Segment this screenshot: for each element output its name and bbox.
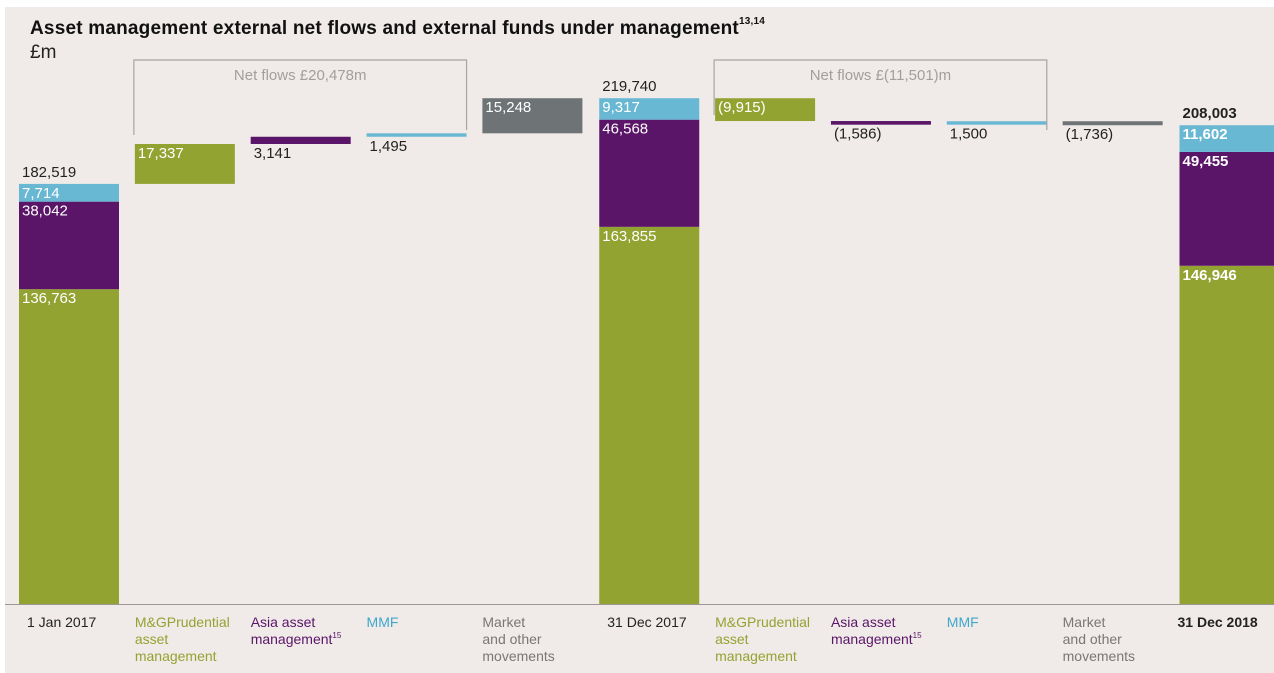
change-value-label: (9,915) xyxy=(718,99,766,116)
category-label: Market xyxy=(1063,614,1106,630)
segment-value-label: 136,763 xyxy=(22,290,76,307)
net-flows-bracket xyxy=(713,59,1048,130)
category-label: M&GPrudential xyxy=(135,614,230,630)
total-bar-segment xyxy=(1179,265,1274,604)
category-label-footnote: 15 xyxy=(332,631,341,640)
chart-title-text: Asset management external net flows and … xyxy=(30,18,739,39)
category-label: MMF xyxy=(947,614,979,630)
unit-label: £m xyxy=(30,42,57,63)
segment-value-label: 38,042 xyxy=(22,203,68,220)
segment-value-label: 146,946 xyxy=(1183,267,1237,284)
total-bar-segment xyxy=(599,119,700,227)
change-value-label: 1,495 xyxy=(370,138,408,155)
category-label: movements xyxy=(1063,648,1135,664)
change-bar xyxy=(946,121,1047,125)
total-bar-segment xyxy=(599,226,700,604)
total-bar-segment xyxy=(599,98,700,120)
change-bar xyxy=(366,133,467,137)
segment-value-label: 49,455 xyxy=(1183,153,1229,170)
category-label: 31 Dec 2018 xyxy=(1178,614,1258,630)
category-label: M&GPrudential xyxy=(715,614,810,630)
change-value-label: (1,736) xyxy=(1066,126,1114,143)
category-label: 1 Jan 2017 xyxy=(27,614,96,630)
category-label: Market xyxy=(482,614,525,630)
net-flows-label: Net flows £(11,501)m xyxy=(810,67,951,84)
total-bar-segment xyxy=(19,201,119,290)
category-label: and other xyxy=(1063,631,1122,647)
change-bar xyxy=(250,136,351,144)
category-label: asset xyxy=(135,631,169,647)
category-label: management xyxy=(135,648,217,664)
category-label: asset xyxy=(715,631,749,647)
category-label-footnote: 15 xyxy=(913,631,922,640)
category-label: management xyxy=(715,648,797,664)
change-bar xyxy=(1062,121,1163,126)
category-label: MMF xyxy=(367,614,399,630)
category-label: movements xyxy=(482,648,554,664)
total-bar-segment xyxy=(1179,151,1274,266)
segment-value-label: 46,568 xyxy=(602,121,648,138)
category-label: Asia asset xyxy=(251,614,316,630)
total-value-label: 219,740 xyxy=(602,78,656,95)
change-value-label: 15,248 xyxy=(485,99,531,116)
change-bar xyxy=(830,121,931,125)
change-bar xyxy=(482,98,583,134)
change-value-label: (1,586) xyxy=(834,126,882,143)
chart-title: Asset management external net flows and … xyxy=(30,16,765,40)
change-value-label: 1,500 xyxy=(950,126,988,143)
net-flows-label: Net flows £20,478m xyxy=(234,67,367,84)
total-bar-segment xyxy=(19,183,119,202)
segment-value-label: 11,602 xyxy=(1183,126,1228,143)
change-value-label: 17,337 xyxy=(138,145,184,162)
segment-value-label: 163,855 xyxy=(602,228,656,245)
net-flows-bracket xyxy=(133,59,468,135)
chart-title-footnote: 13,14 xyxy=(738,16,765,27)
change-value-label: 3,141 xyxy=(254,145,292,162)
change-bar xyxy=(715,98,816,122)
total-value-label: 208,003 xyxy=(1183,105,1237,122)
category-label: management15 xyxy=(831,631,922,647)
segment-value-label: 9,317 xyxy=(602,99,640,116)
total-value-label: 182,519 xyxy=(22,164,76,181)
total-bar-segment xyxy=(19,289,119,604)
category-label: management15 xyxy=(251,631,342,647)
segment-value-label: 7,714 xyxy=(22,185,60,202)
category-label: 31 Dec 2017 xyxy=(607,614,687,630)
change-bar xyxy=(134,143,235,184)
total-bar-segment xyxy=(1179,125,1274,152)
category-label: Asia asset xyxy=(831,614,896,630)
category-label: and other xyxy=(482,631,541,647)
